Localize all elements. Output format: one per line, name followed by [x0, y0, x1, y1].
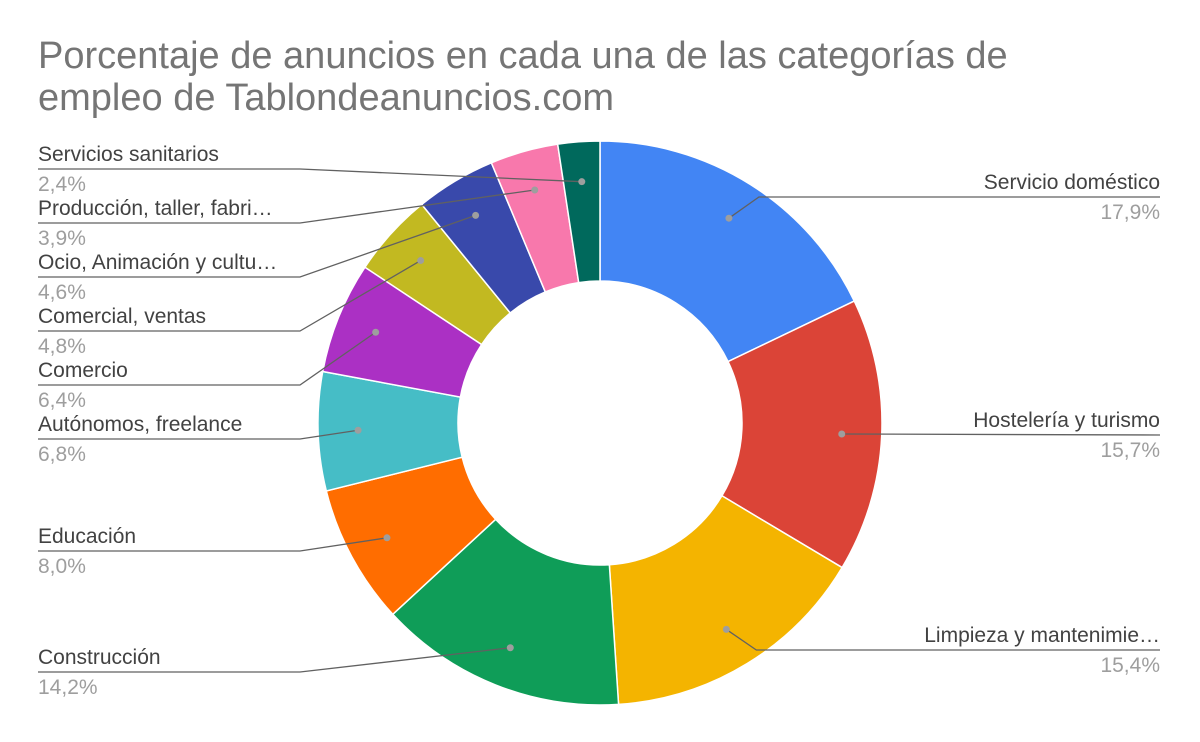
- slice-0[interactable]: [599, 140, 856, 363]
- leader-dot-1: [838, 430, 846, 438]
- slice-2[interactable]: [608, 494, 844, 706]
- slice-value-5: 6,8%: [38, 443, 86, 466]
- leader-line-5: [38, 429, 359, 440]
- slice-label-10: Servicios sanitarios: [38, 143, 219, 166]
- slice-value-6: 6,4%: [38, 389, 86, 412]
- leader-dot-5: [354, 426, 362, 434]
- leader-dot-7: [417, 257, 425, 265]
- slice-label-4: Educación: [38, 525, 136, 548]
- slice-label-2: Limpieza y mantenimie…: [924, 624, 1160, 647]
- leader-line-2: [725, 628, 1160, 651]
- slice-label-0: Servicio doméstico: [984, 171, 1160, 194]
- slice-value-9: 3,9%: [38, 227, 86, 250]
- leader-dot-2: [722, 625, 730, 633]
- leader-line-1: [841, 433, 1161, 436]
- leader-dot-10: [578, 178, 586, 186]
- leader-line-8: [38, 214, 476, 278]
- leader-dot-0: [725, 214, 733, 222]
- leader-line-3: [38, 647, 511, 673]
- slice-value-10: 2,4%: [38, 173, 86, 196]
- slice-value-4: 8,0%: [38, 555, 86, 578]
- slice-10[interactable]: [556, 140, 601, 284]
- slice-label-3: Construcción: [38, 646, 161, 669]
- slice-label-7: Comercial, ventas: [38, 305, 206, 328]
- chart-title-line-2: empleo de Tablondeanuncios.com: [38, 77, 614, 119]
- leader-dot-4: [383, 534, 391, 542]
- slice-value-2: 15,4%: [1100, 654, 1160, 677]
- slice-value-7: 4,8%: [38, 335, 86, 358]
- slice-label-9: Producción, taller, fabri…: [38, 197, 273, 220]
- leader-line-10: [38, 168, 582, 183]
- slice-value-1: 15,7%: [1100, 439, 1160, 462]
- leader-line-0: [728, 196, 1160, 219]
- donut-slices: [317, 140, 883, 706]
- slice-labels: Servicio doméstico 17,9% Hostelería y turi…: [38, 143, 1160, 699]
- leader-line-9: [38, 189, 535, 224]
- slice-value-0: 17,9%: [1100, 201, 1160, 224]
- slice-3[interactable]: [391, 518, 620, 706]
- leader-lines: [38, 168, 1161, 673]
- leader-dot-9: [531, 186, 539, 194]
- slice-label-8: Ocio, Animación y cultu…: [38, 251, 277, 274]
- slice-label-1: Hostelería y turismo: [973, 409, 1160, 432]
- chart-title: Porcentaje de anuncios en cada una de la…: [38, 35, 1008, 119]
- slice-value-8: 4,6%: [38, 281, 86, 304]
- leader-dot-6: [372, 328, 380, 336]
- leader-line-6: [38, 331, 377, 386]
- leader-dot-8: [472, 211, 480, 219]
- leader-line-7: [38, 259, 421, 332]
- leader-dot-3: [506, 644, 514, 652]
- slice-label-5: Autónomos, freelance: [38, 413, 242, 436]
- slice-1[interactable]: [720, 300, 883, 569]
- chart-title-line-1: Porcentaje de anuncios en cada una de la…: [38, 35, 1008, 77]
- slice-value-3: 14,2%: [38, 676, 98, 699]
- slice-label-6: Comercio: [38, 359, 128, 382]
- leader-line-4: [38, 537, 388, 552]
